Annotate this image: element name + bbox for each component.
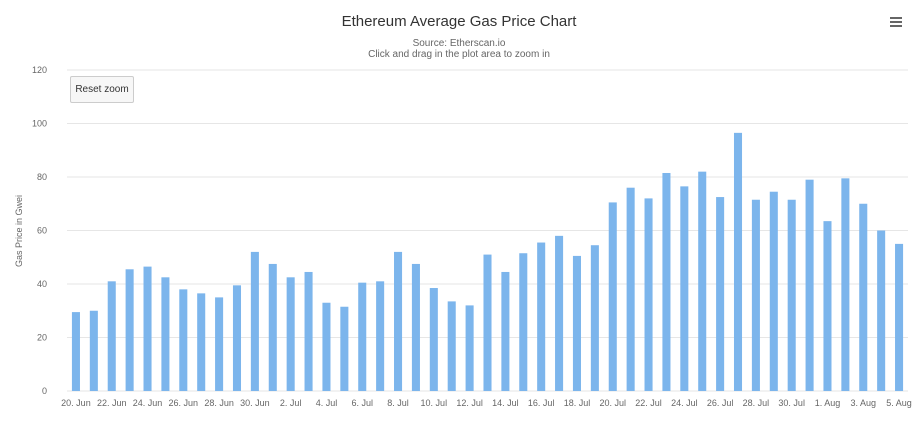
chart-zoom-hint: Click and drag in the plot area to zoom … [368, 49, 550, 60]
bar[interactable] [143, 266, 152, 391]
x-tick-label: 6. Jul [351, 398, 373, 408]
bar[interactable] [215, 297, 224, 392]
hamburger-menu-icon[interactable] [888, 14, 906, 30]
chart-source: Source: Etherscan.io [413, 38, 506, 49]
bar[interactable] [286, 277, 295, 391]
bar[interactable] [769, 191, 778, 391]
x-axis-ticks: 20. Jun 22. Jun 24. Jun 26. Jun 28. Jun 30. J… [61, 398, 912, 408]
x-tick-label: 5. Aug [886, 398, 912, 408]
y-tick-label: 60 [37, 226, 47, 236]
bar[interactable] [447, 301, 456, 391]
x-tick-label: 30. Jun [240, 398, 270, 408]
bar[interactable] [823, 221, 832, 391]
bar[interactable] [572, 255, 581, 391]
bar[interactable] [787, 199, 796, 391]
bar[interactable] [268, 263, 277, 391]
x-tick-label: 28. Jun [204, 398, 234, 408]
y-tick-label: 20 [37, 333, 47, 343]
x-tick-label: 12. Jul [456, 398, 483, 408]
bar[interactable] [89, 310, 98, 391]
bar[interactable] [483, 254, 492, 391]
x-tick-label: 28. Jul [743, 398, 770, 408]
bar[interactable] [411, 263, 420, 391]
bar[interactable] [662, 172, 671, 391]
x-tick-label: 4. Jul [316, 398, 338, 408]
x-tick-label: 20. Jun [61, 398, 91, 408]
y-axis-ticks: 0 20 40 60 80 100 120 [32, 65, 47, 396]
bar[interactable] [877, 230, 886, 392]
x-tick-label: 3. Aug [851, 398, 877, 408]
bar[interactable] [680, 186, 689, 391]
x-tick-label: 24. Jun [133, 398, 163, 408]
x-tick-label: 20. Jul [599, 398, 626, 408]
bar[interactable] [232, 285, 242, 391]
y-tick-label: 100 [32, 119, 47, 129]
reset-zoom-button[interactable]: Reset zoom [70, 76, 134, 103]
x-tick-label: 22. Jun [97, 398, 127, 408]
bar[interactable] [537, 242, 546, 391]
x-tick-label: 14. Jul [492, 398, 519, 408]
bar[interactable] [250, 251, 259, 391]
x-tick-label: 24. Jul [671, 398, 698, 408]
y-tick-label: 120 [32, 65, 47, 75]
bar[interactable] [322, 302, 331, 391]
bar[interactable] [590, 245, 599, 391]
bar[interactable] [429, 288, 438, 391]
bar[interactable] [751, 199, 760, 391]
bar[interactable] [555, 235, 564, 391]
bar[interactable] [859, 203, 868, 391]
bar[interactable] [644, 198, 653, 391]
bar[interactable] [179, 289, 188, 391]
x-tick-label: 16. Jul [528, 398, 555, 408]
chart-title: Ethereum Average Gas Price Chart [342, 13, 578, 30]
bars [71, 132, 904, 392]
bar[interactable] [608, 202, 617, 391]
bar[interactable] [376, 281, 385, 391]
bar[interactable] [394, 251, 403, 391]
bar[interactable] [501, 271, 510, 391]
bar[interactable] [197, 293, 206, 391]
x-tick-label: 2. Jul [280, 398, 302, 408]
bar[interactable] [340, 306, 349, 391]
x-tick-label: 26. Jul [707, 398, 734, 408]
y-tick-label: 0 [42, 386, 47, 396]
x-tick-label: 22. Jul [635, 398, 662, 408]
bar[interactable] [895, 243, 904, 392]
bar[interactable] [71, 312, 80, 391]
y-axis-title: Gas Price in Gwei [14, 195, 24, 267]
bar[interactable] [805, 179, 814, 391]
x-tick-label: 18. Jul [564, 398, 591, 408]
y-tick-label: 40 [37, 279, 47, 289]
bar[interactable] [626, 187, 635, 391]
x-tick-label: 1. Aug [815, 398, 841, 408]
x-tick-label: 30. Jul [778, 398, 805, 408]
x-tick-label: 10. Jul [421, 398, 448, 408]
bar[interactable] [519, 253, 528, 391]
y-tick-label: 80 [37, 172, 47, 182]
x-tick-label: 8. Jul [387, 398, 409, 408]
bar[interactable] [161, 277, 170, 391]
bar[interactable] [304, 271, 313, 391]
bar[interactable] [465, 305, 474, 391]
bar[interactable] [125, 269, 134, 391]
bar[interactable] [107, 281, 116, 391]
bar[interactable] [716, 197, 725, 391]
x-tick-label: 26. Jun [169, 398, 199, 408]
bar[interactable] [733, 132, 743, 392]
bar[interactable] [358, 282, 367, 391]
bar[interactable] [698, 171, 707, 391]
bar[interactable] [841, 178, 850, 391]
